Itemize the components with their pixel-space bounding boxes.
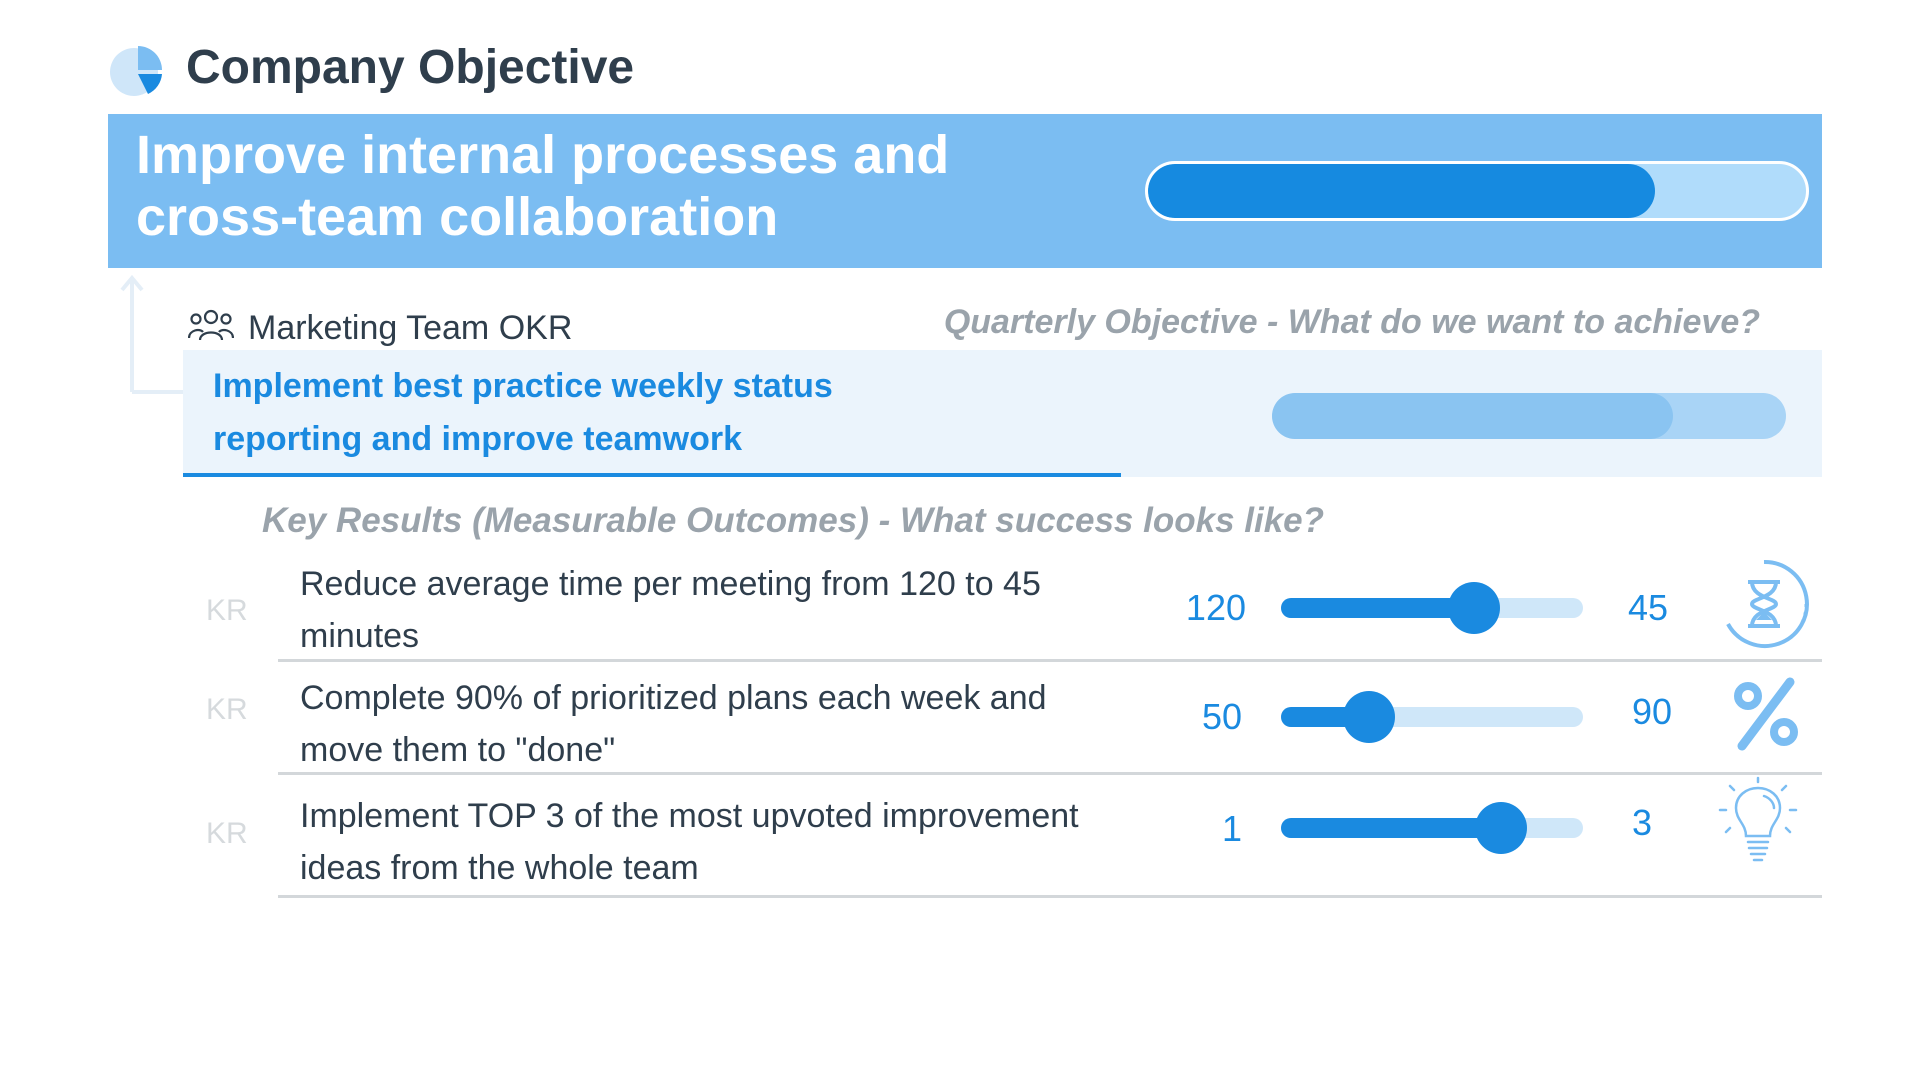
lightbulb-icon [1718, 776, 1798, 862]
kr-tag: KR [206, 594, 248, 627]
kr-tag: KR [206, 693, 248, 726]
kr-from-value: 120 [1185, 587, 1246, 628]
team-icon [188, 309, 234, 341]
kr-from-value: 50 [1201, 696, 1242, 737]
team-objective-text: Implement best practice weekly status re… [213, 367, 833, 458]
kr-text: Complete 90% of prioritized plans each w… [300, 679, 1047, 769]
team-objective-underline [183, 473, 1121, 477]
key-results-label: Key Results (Measurable Outcomes) - What… [262, 501, 1325, 540]
kr-slider-fill [1281, 598, 1475, 618]
kr-slider [1281, 691, 1583, 743]
company-objective-text: Improve internal processes and cross-tea… [136, 125, 950, 247]
percent-icon [1734, 677, 1798, 751]
quarterly-objective-label: Quarterly Objective - What do we want to… [943, 303, 1760, 341]
kr-slider [1281, 582, 1583, 634]
kr-to-value: 45 [1628, 587, 1669, 628]
kr-slider-fill [1281, 818, 1502, 838]
page-title: Company Objective [186, 41, 635, 94]
kr-divider [278, 659, 1822, 662]
company-objective-progress [1145, 161, 1809, 221]
team-objective-progress-fill [1272, 393, 1673, 439]
company-objective-progress-fill [1148, 164, 1655, 218]
kr-divider [278, 895, 1822, 898]
kr-text: Implement TOP 3 of the most upvoted impr… [300, 797, 1079, 887]
connector-arrow-icon [120, 274, 188, 394]
kr-slider-knob[interactable] [1448, 582, 1501, 634]
team-objective-progress [1272, 393, 1786, 439]
kr-tag: KR [206, 817, 248, 850]
kr-to-value: 3 [1632, 802, 1653, 843]
kr-to-value: 90 [1632, 691, 1673, 732]
kr-slider-knob[interactable] [1342, 691, 1395, 743]
kr-divider [278, 772, 1822, 775]
hourglass-icon [1726, 559, 1809, 648]
kr-from-value: 1 [1221, 808, 1242, 849]
team-label: Marketing Team OKR [248, 309, 573, 347]
pie-chart-icon [110, 46, 162, 96]
kr-text: Reduce average time per meeting from 120… [300, 565, 1041, 655]
kr-slider [1281, 802, 1583, 854]
kr-slider-knob[interactable] [1475, 802, 1528, 854]
